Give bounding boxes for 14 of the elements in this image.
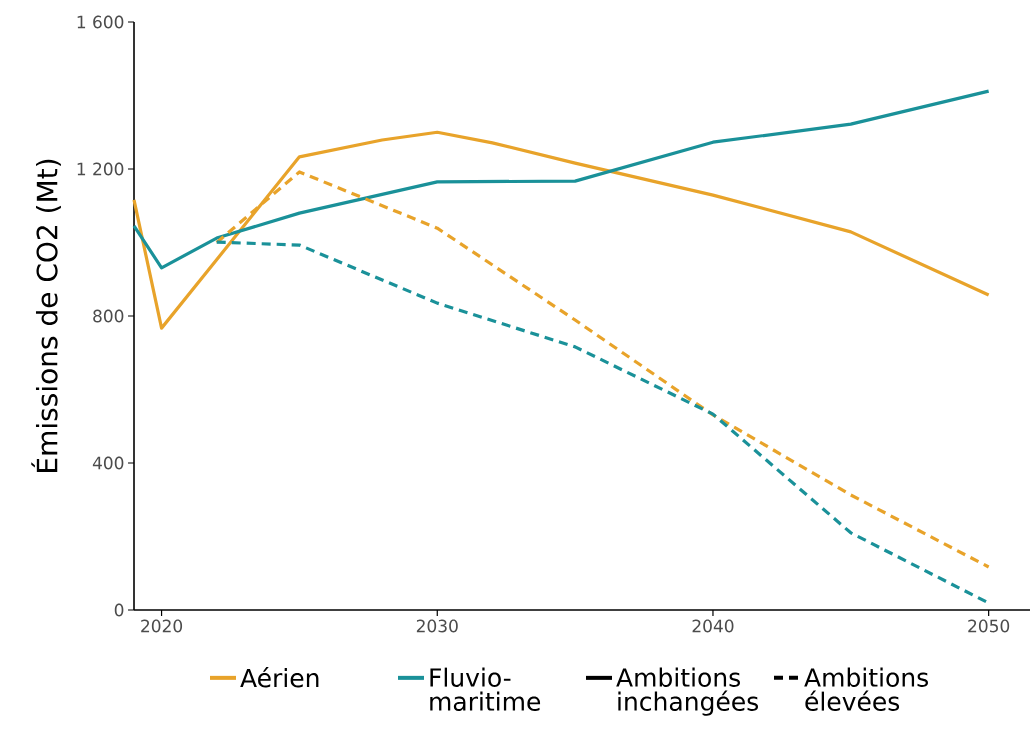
x-tick-label: 2030 — [416, 619, 458, 633]
y-tick-label: 0 — [114, 603, 124, 617]
legend-label: Aérien — [240, 667, 319, 688]
x-tick-label: 2050 — [968, 619, 1010, 633]
x-tick-label: 2040 — [692, 619, 734, 633]
legend-label: Fluvio-maritime — [430, 667, 541, 711]
x-tick-label: 2020 — [141, 619, 183, 633]
y-tick-label: 1 600 — [77, 15, 124, 29]
legend-label: Ambitions élevées — [804, 667, 928, 711]
y-tick-label: 1 200 — [77, 162, 124, 176]
y-tick-label: 800 — [93, 309, 124, 323]
y-tick-label: 400 — [92, 456, 124, 470]
legend-label: Ambitions inchangées — [616, 667, 759, 716]
y-axis-title: Émissions de CO2 (Mt) — [31, 159, 61, 472]
